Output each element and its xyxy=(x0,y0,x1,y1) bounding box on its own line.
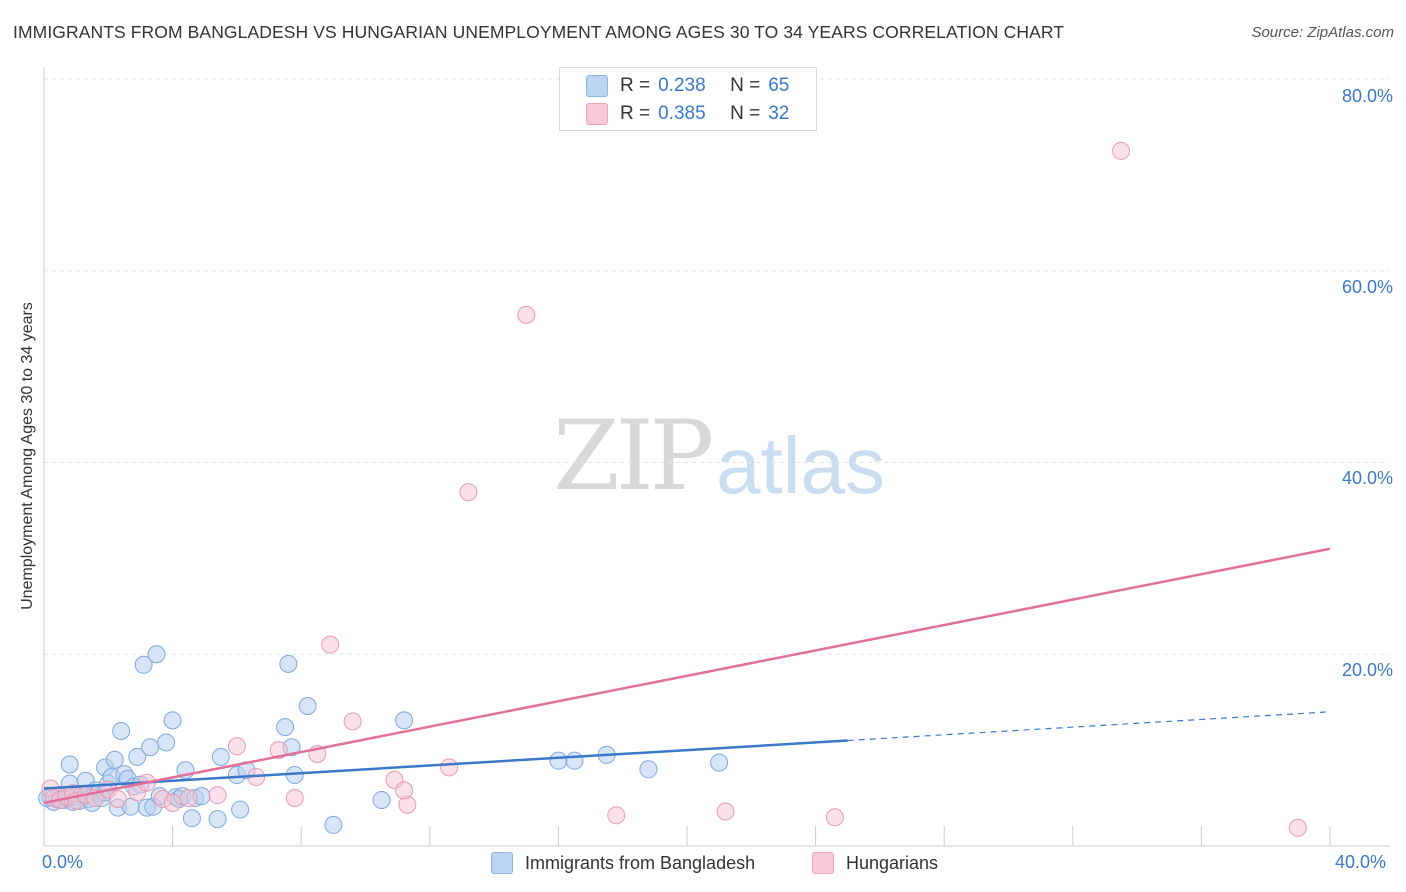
legend-n-value: 32 xyxy=(768,103,790,124)
scatter-point-bangladesh xyxy=(105,750,124,769)
grid-lines xyxy=(44,78,1390,655)
scatter-point-hungarians xyxy=(285,789,304,808)
trend-lines xyxy=(43,547,1331,805)
scatter-point-hungarians xyxy=(1112,141,1131,160)
scatter-point-bangladesh xyxy=(565,751,584,770)
scatter-point-bangladesh xyxy=(112,721,131,740)
scatter-point-bangladesh xyxy=(134,655,153,674)
scatter-point-bangladesh xyxy=(710,753,729,772)
scatter-point-hungarians xyxy=(459,483,478,502)
scatter-point-bangladesh xyxy=(141,738,160,757)
correlation-legend: R = 0.238 N = 65 R = 0.385 N = 32 xyxy=(559,67,817,131)
watermark-atlas: atlas xyxy=(716,421,885,510)
trend-line-hungarians xyxy=(43,547,1331,805)
y-tick-80: 80.0% xyxy=(1341,86,1393,106)
legend-r-value: 0.238 xyxy=(658,75,706,96)
y-tick-40: 40.0% xyxy=(1341,468,1393,488)
scatter-point-hungarians xyxy=(607,806,626,825)
scatter-point-hungarians xyxy=(227,737,246,756)
scatter-point-hungarians xyxy=(716,802,735,821)
scatter-point-bangladesh xyxy=(182,809,201,828)
trend-line-bangladesh-extension xyxy=(847,711,1331,742)
scatter-point-hungarians xyxy=(321,635,340,654)
scatter-point-bangladesh xyxy=(324,815,343,834)
scatter-point-hungarians xyxy=(179,789,198,808)
legend-row-bangladesh: R = 0.238 N = 65 xyxy=(586,74,790,98)
series-bangladesh-points xyxy=(38,645,729,834)
y-tick-20: 20.0% xyxy=(1341,660,1393,680)
source-label: Source: ZipAtlas.com xyxy=(1251,24,1394,41)
scatter-point-hungarians xyxy=(825,808,844,827)
scatter-point-bangladesh xyxy=(639,760,658,779)
legend-n-label: N = xyxy=(730,103,761,124)
axes xyxy=(43,67,1390,847)
scatter-point-hungarians xyxy=(1288,818,1307,837)
scatter-point-bangladesh xyxy=(163,711,182,730)
legend-n-value: 65 xyxy=(768,75,790,96)
bottom-legend-bangladesh: Immigrants from Bangladesh xyxy=(491,852,755,874)
legend-r-value: 0.385 xyxy=(658,103,706,124)
bottom-legend-label-bangladesh: Immigrants from Bangladesh xyxy=(525,852,756,873)
scatter-point-bangladesh xyxy=(298,697,317,716)
watermark-zip: ZIP xyxy=(553,400,714,512)
trend-line-bangladesh xyxy=(43,739,848,790)
bottom-legend-swatch-bangladesh xyxy=(491,852,513,874)
scatter-point-hungarians xyxy=(395,781,414,800)
legend-r-label: R = xyxy=(620,75,651,96)
bottom-legend-hungarians: Hungarians xyxy=(812,852,938,874)
x-tick-max: 40.0% xyxy=(1335,852,1387,872)
scatter-point-bangladesh xyxy=(211,747,230,766)
y-tick-60: 60.0% xyxy=(1341,277,1393,297)
scatter-point-bangladesh xyxy=(157,733,176,752)
series-hungarians-points xyxy=(41,141,1307,837)
bottom-legend-label-hungarians: Hungarians xyxy=(846,852,939,873)
bottom-legend-swatch-hungarians xyxy=(812,852,834,874)
legend-n-label: N = xyxy=(730,75,761,96)
scatter-point-hungarians xyxy=(440,758,459,777)
scatter-point-bangladesh xyxy=(147,645,166,664)
scatter-point-bangladesh xyxy=(279,654,298,673)
scatter-point-bangladesh xyxy=(208,810,227,829)
scatter-point-bangladesh xyxy=(549,751,568,770)
scatter-point-hungarians xyxy=(108,790,127,809)
chart-title: IMMIGRANTS FROM BANGLADESH VS HUNGARIAN … xyxy=(13,22,1065,42)
x-tick-min: 0.0% xyxy=(42,852,84,872)
scatter-point-bangladesh xyxy=(128,747,147,766)
legend-row-hungarians: R = 0.385 N = 32 xyxy=(586,102,790,126)
legend-swatch-hungarians xyxy=(586,103,608,125)
scatter-point-hungarians xyxy=(343,712,362,731)
scatter-point-hungarians xyxy=(517,305,536,324)
scatter-point-hungarians xyxy=(163,793,182,812)
legend-r-label: R = xyxy=(620,103,651,124)
scatter-point-bangladesh xyxy=(231,800,250,819)
scatter-point-bangladesh xyxy=(60,755,79,774)
scatter-point-bangladesh xyxy=(372,790,391,809)
legend-swatch-bangladesh xyxy=(586,75,608,97)
scatter-point-bangladesh xyxy=(276,718,295,737)
scatter-point-hungarians xyxy=(208,786,227,805)
scatter-point-bangladesh xyxy=(395,711,414,730)
